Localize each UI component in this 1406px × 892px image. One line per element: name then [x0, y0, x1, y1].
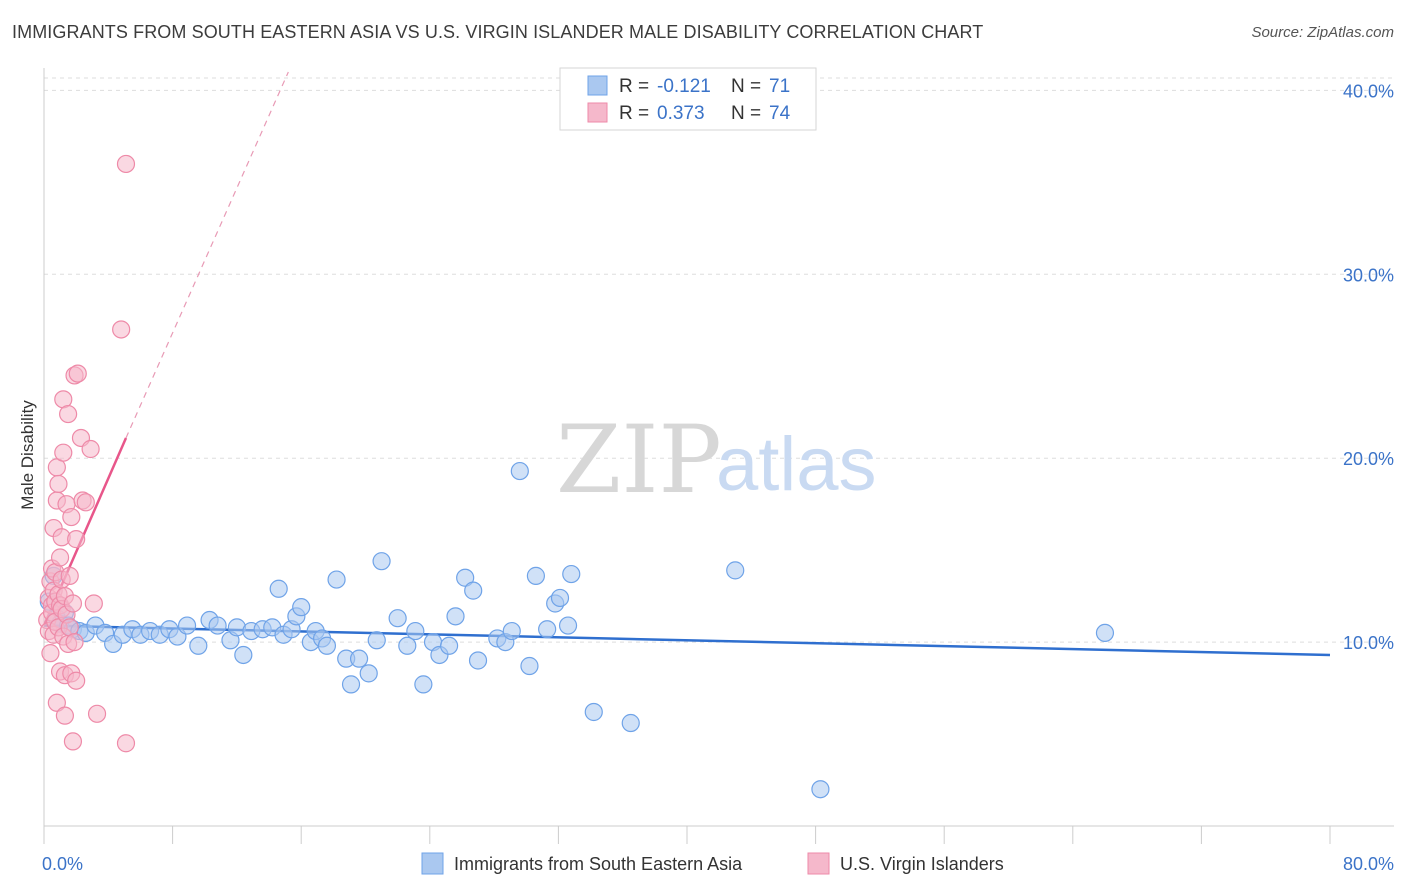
- y-tick-label-3: 40.0%: [1343, 81, 1394, 101]
- gridlines: [44, 77, 1394, 643]
- point-pink-55: [112, 320, 131, 339]
- x-tick-label-max: 80.0%: [1343, 854, 1394, 874]
- legend-r-label-1: R =: [619, 76, 649, 97]
- point-pink-50: [81, 439, 100, 459]
- point-blue-40: [341, 675, 361, 694]
- point-blue-37: [317, 636, 337, 655]
- point-blue-25: [234, 645, 253, 665]
- legend-series-swatch-blue: [421, 852, 444, 875]
- legend-swatch-blue: [587, 75, 608, 96]
- y-tick-label-2: 30.0%: [1343, 265, 1394, 285]
- point-blue-41: [349, 649, 369, 668]
- point-blue-22: [208, 616, 227, 635]
- point-blue-48: [414, 675, 433, 694]
- point-pink-34: [59, 404, 78, 424]
- y-axis-label: Male Disability: [18, 400, 37, 510]
- point-blue-61: [526, 566, 545, 585]
- y-tick-label-0: 10.0%: [1343, 633, 1394, 653]
- legend-series-label-2: U.S. Virgin Islanders: [840, 854, 1004, 874]
- point-blue-43: [367, 631, 386, 650]
- legend-n-value-1: 71: [769, 76, 790, 97]
- point-blue-46: [398, 636, 417, 655]
- point-blue-53: [456, 568, 475, 587]
- point-blue-45: [388, 609, 407, 628]
- legend-series-swatch-pink: [807, 852, 830, 875]
- point-pink-31: [55, 706, 74, 725]
- point-pink-46: [67, 671, 86, 690]
- point-pink-19: [49, 474, 68, 494]
- legend-stats: R = -0.121 N = 71 R = 0.373 N = 74: [559, 67, 817, 131]
- point-blue-44: [372, 552, 391, 571]
- x-tick-label-min: 0.0%: [42, 854, 83, 874]
- point-blue-65: [558, 616, 578, 635]
- watermark: ZIP atlas: [556, 406, 877, 515]
- point-pink-16: [47, 693, 66, 712]
- point-pink-40: [63, 594, 83, 613]
- point-pink-4: [41, 644, 60, 663]
- point-blue-55: [468, 651, 488, 670]
- point-blue-52: [446, 607, 465, 626]
- legend-series: Immigrants from South Eastern Asia U.S. …: [421, 852, 1004, 875]
- point-blue-67: [584, 702, 603, 722]
- point-pink-52: [87, 704, 107, 723]
- point-pink-45: [68, 364, 87, 383]
- legend-swatch-pink: [587, 102, 608, 123]
- point-blue-70: [811, 780, 830, 799]
- point-blue-69: [726, 561, 745, 580]
- point-blue-38: [327, 570, 346, 589]
- point-blue-68: [621, 713, 640, 733]
- point-pink-38: [62, 507, 81, 527]
- point-pink-20: [50, 548, 70, 567]
- point-blue-19: [177, 616, 197, 635]
- trend-line-extension-1: [125, 71, 289, 439]
- point-pink-44: [67, 530, 86, 549]
- point-pink-43: [65, 632, 84, 652]
- legend-r-value-1: -0.121: [657, 76, 711, 97]
- legend-n-label-1: N =: [731, 76, 761, 97]
- point-blue-71: [1095, 623, 1115, 643]
- point-blue-58: [502, 621, 521, 641]
- point-pink-51: [84, 594, 103, 613]
- legend-r-label-2: R =: [619, 103, 649, 124]
- point-blue-54: [464, 581, 483, 600]
- point-blue-42: [359, 664, 378, 683]
- legend-series-label-1: Immigrants from South Eastern Asia: [454, 854, 743, 874]
- point-pink-53: [116, 734, 136, 753]
- point-pink-36: [60, 566, 79, 585]
- point-blue-33: [292, 598, 311, 617]
- point-pink-41: [63, 732, 83, 751]
- point-blue-47: [406, 621, 425, 641]
- y-tick-label-1: 20.0%: [1343, 449, 1394, 469]
- source-label: Source: ZipAtlas.com: [1251, 24, 1394, 41]
- point-blue-51: [439, 636, 459, 655]
- point-pink-54: [116, 154, 136, 174]
- point-blue-60: [520, 656, 539, 676]
- chart-title: IMMIGRANTS FROM SOUTH EASTERN ASIA VS U.…: [12, 22, 984, 42]
- point-blue-66: [562, 564, 581, 584]
- watermark-zip: ZIP: [556, 406, 722, 515]
- point-pink-49: [76, 493, 95, 512]
- point-blue-64: [550, 588, 570, 608]
- tick-labels: 10.0% 20.0% 30.0% 40.0% 0.0% 80.0%: [42, 81, 1394, 874]
- point-pink-26: [54, 443, 73, 462]
- point-blue-59: [510, 461, 529, 481]
- data-points: [38, 154, 1115, 799]
- trend-lines: [42, 71, 1331, 657]
- point-blue-62: [538, 620, 557, 639]
- point-blue-29: [269, 579, 288, 598]
- legend-n-value-2: 74: [769, 103, 791, 124]
- point-blue-20: [189, 636, 208, 655]
- watermark-atlas: atlas: [716, 422, 877, 507]
- axes: [43, 68, 1394, 844]
- legend-r-value-2: 0.373: [657, 103, 705, 124]
- legend-n-label-2: N =: [731, 103, 761, 124]
